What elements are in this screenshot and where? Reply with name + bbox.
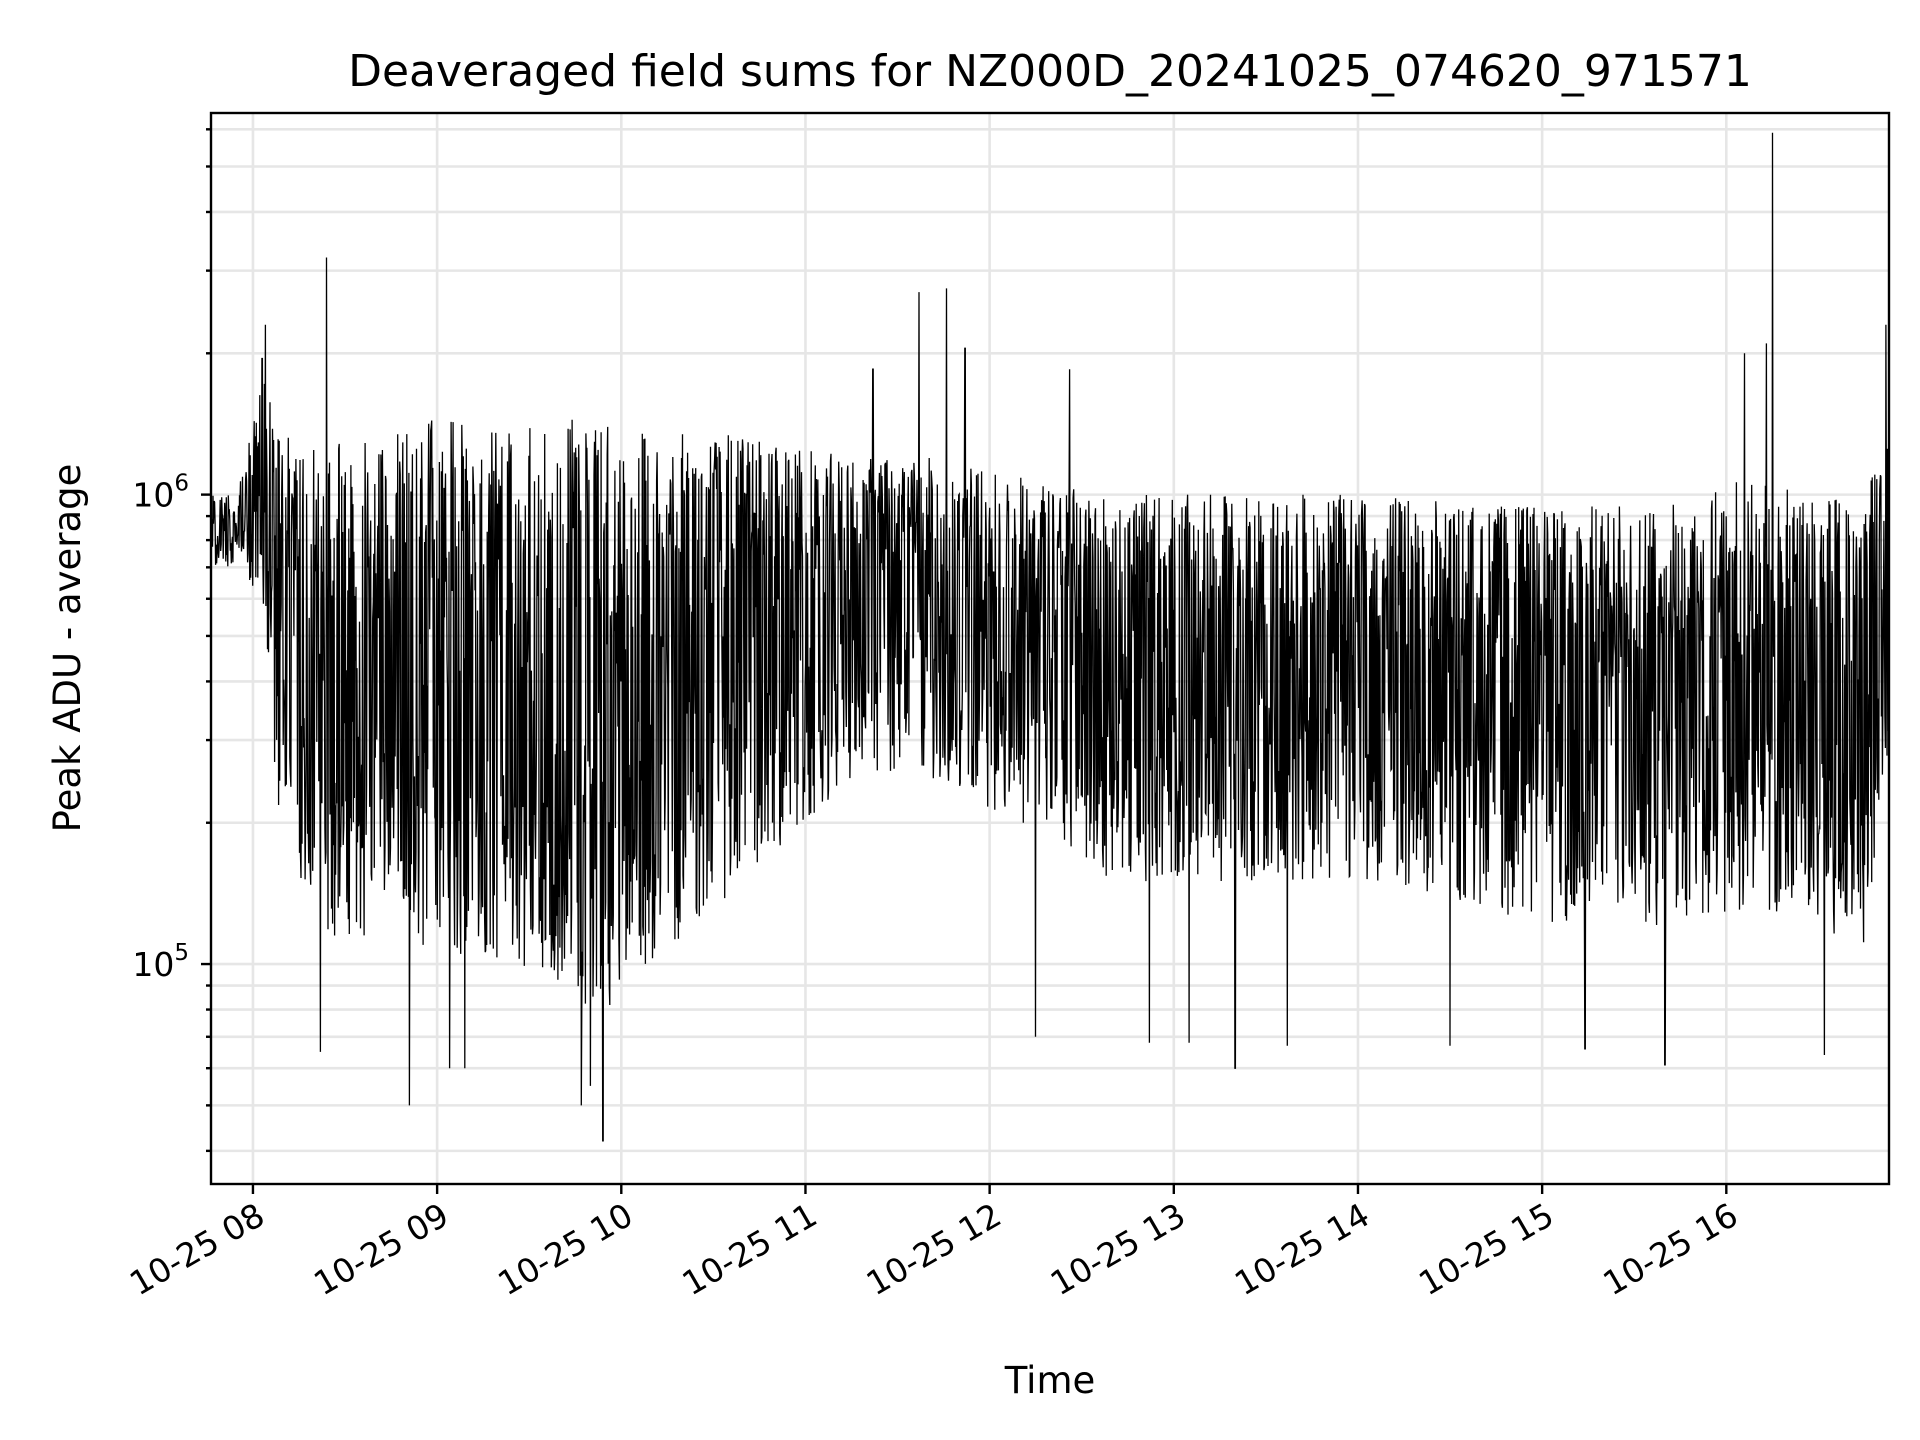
x-tick-label: 10-25 12 [860, 1195, 1008, 1303]
x-tick-label: 10-25 14 [1228, 1195, 1376, 1303]
data-series [210, 132, 1890, 1142]
x-tick-label: 10-25 13 [1044, 1195, 1192, 1303]
chart-title: Deaveraged field sums for NZ000D_2024102… [348, 46, 1752, 97]
x-tick-label: 10-25 16 [1596, 1195, 1744, 1303]
x-tick-label: 10-25 08 [123, 1195, 271, 1303]
x-tick-label: 10-25 15 [1412, 1195, 1560, 1303]
series-line [210, 132, 1890, 1142]
y-axis-label: Peak ADU - average [46, 464, 89, 833]
x-axis-label: Time [1004, 1359, 1096, 1402]
y-tick-label: 105 [132, 940, 189, 984]
x-tick-label: 10-25 10 [491, 1195, 639, 1303]
plot-frame [209, 111, 1891, 1186]
y-tick-label: 106 [132, 471, 189, 515]
x-tick-label: 10-25 11 [675, 1195, 823, 1303]
x-tick-label: 10-25 09 [307, 1195, 455, 1303]
